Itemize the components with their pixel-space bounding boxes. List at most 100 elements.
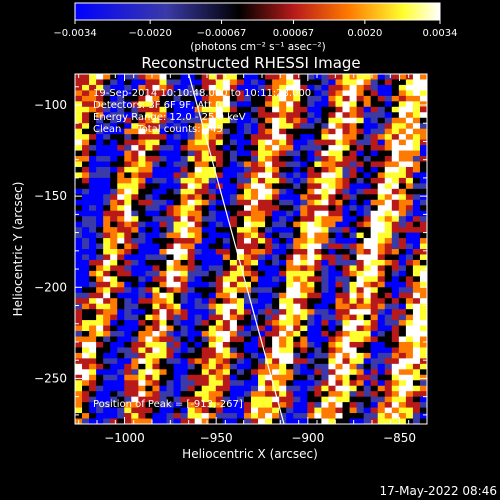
heatmap-cell <box>124 243 132 250</box>
heatmap-cell <box>201 232 210 239</box>
heatmap-cell <box>251 265 259 272</box>
heatmap-cell <box>201 320 210 326</box>
heatmap-cell <box>131 161 139 168</box>
heatmap-cell <box>286 331 294 337</box>
heatmap-cell <box>363 172 372 179</box>
heatmap-cell <box>131 194 139 201</box>
heatmap-cell <box>243 156 252 162</box>
heatmap-cell <box>335 90 343 97</box>
heatmap-cell <box>300 194 308 201</box>
heatmap-cell <box>279 270 287 277</box>
heatmap-cell <box>251 249 259 255</box>
heatmap-cell <box>370 188 379 195</box>
heatmap-cell <box>180 128 189 135</box>
heatmap-cell <box>342 407 350 414</box>
heatmap-cell <box>208 391 217 398</box>
heatmap-cell <box>314 117 322 124</box>
heatmap-cell <box>321 396 329 403</box>
heatmap-cell <box>300 210 308 217</box>
heatmap-cell <box>307 199 315 206</box>
heatmap-cell <box>103 336 111 343</box>
heatmap-cell <box>321 177 329 184</box>
heatmap-cell <box>236 243 245 250</box>
heatmap-cell <box>103 117 111 124</box>
heatmap-cell <box>103 281 111 288</box>
heatmap-cell <box>222 358 231 365</box>
heatmap-cell <box>349 161 357 168</box>
heatmap-cell <box>272 374 280 381</box>
heatmap-cell <box>286 385 294 392</box>
heatmap-cell <box>131 385 139 392</box>
heatmap-cell <box>279 298 287 305</box>
heatmap-cell <box>293 84 301 91</box>
heatmap-cell <box>159 249 167 255</box>
heatmap-cell <box>272 341 280 348</box>
heatmap-cell <box>391 336 400 343</box>
heatmap-cell <box>328 139 336 146</box>
heatmap-cell <box>272 177 280 184</box>
heatmap-cell <box>82 210 90 217</box>
heatmap-cell <box>391 347 400 354</box>
heatmap-cell <box>300 369 308 376</box>
heatmap-cell <box>89 374 97 381</box>
heatmap-cell <box>328 95 336 102</box>
heatmap-cell <box>110 276 118 283</box>
heatmap-cell <box>349 352 357 359</box>
heatmap-cell <box>131 150 139 157</box>
heatmap-cell <box>314 188 322 195</box>
heatmap-cell <box>300 391 308 398</box>
heatmap-cell <box>208 287 217 294</box>
heatmap-cell <box>194 287 203 294</box>
heatmap-cell <box>103 309 111 316</box>
heatmap-cell <box>286 177 294 184</box>
heatmap-cell <box>194 358 203 365</box>
heatmap-cell <box>173 106 181 113</box>
heatmap-cell <box>391 325 400 332</box>
heatmap-cell <box>131 232 139 239</box>
heatmap-cell <box>412 418 421 424</box>
heatmap-cell <box>335 128 343 135</box>
heatmap-cell <box>138 385 146 392</box>
heatmap-cell <box>335 194 343 201</box>
heatmap-cell <box>187 183 196 190</box>
heatmap-cell <box>279 325 287 332</box>
heatmap-cell <box>152 402 160 408</box>
heatmap-cell <box>342 402 350 408</box>
heatmap-cell <box>96 106 104 113</box>
heatmap-cell <box>124 90 132 97</box>
heatmap-cell <box>173 407 181 414</box>
heatmap-cell <box>229 314 238 321</box>
heatmap-cell <box>124 166 132 173</box>
heatmap-cell <box>391 292 400 299</box>
heatmap-cell <box>412 298 421 305</box>
heatmap-cell <box>419 287 427 294</box>
heatmap-cell <box>110 101 118 108</box>
heatmap-cell <box>328 112 336 119</box>
heatmap-cell <box>307 177 315 184</box>
heatmap-cell <box>159 396 167 403</box>
heatmap-cell <box>89 314 97 321</box>
heatmap-cell <box>258 249 266 255</box>
heatmap-cell <box>356 418 365 424</box>
heatmap-cell <box>138 166 146 173</box>
heatmap-cell <box>173 194 181 201</box>
heatmap-cell <box>201 287 210 294</box>
heatmap-cell <box>328 298 336 305</box>
heatmap-cell <box>180 145 189 151</box>
heatmap-cell <box>398 194 407 201</box>
heatmap-cell <box>272 128 280 135</box>
heatmap-cell <box>419 396 427 403</box>
heatmap-cell <box>300 407 308 414</box>
heatmap-cell <box>89 243 97 250</box>
heatmap-cell <box>300 281 308 288</box>
heatmap-cell <box>405 254 414 261</box>
heatmap-cell <box>349 194 357 201</box>
heatmap-cell <box>342 331 350 337</box>
heatmap-cell <box>82 161 90 168</box>
heatmap-cell <box>145 112 153 119</box>
heatmap-cell <box>194 183 203 190</box>
heatmap-cell <box>384 281 393 288</box>
heatmap-cell <box>215 84 224 91</box>
heatmap-cell <box>272 139 280 146</box>
heatmap-cell <box>166 363 174 370</box>
